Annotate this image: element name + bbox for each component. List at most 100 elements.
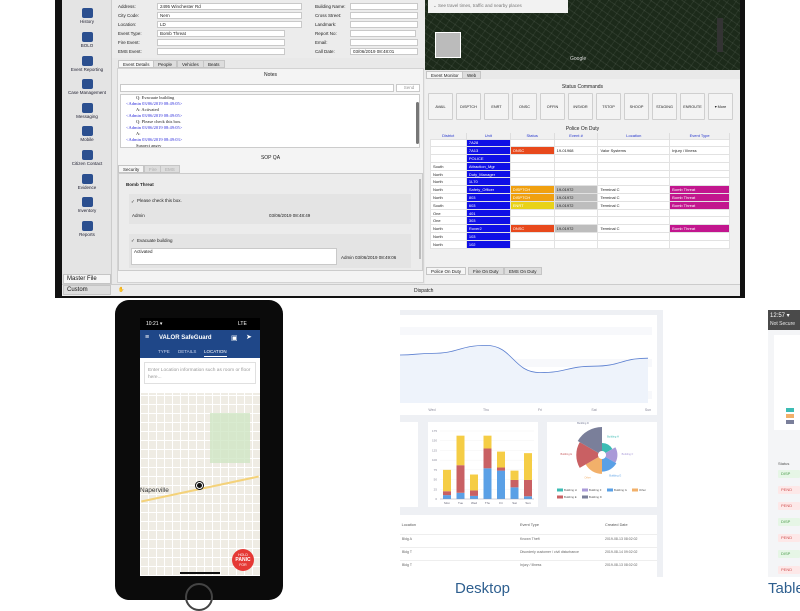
send-button[interactable]: Send bbox=[396, 84, 420, 92]
tab-event-monitor[interactable]: Event Monitor bbox=[426, 71, 464, 79]
phone-map[interactable]: Naperville HOLD PANIC FOR bbox=[140, 393, 260, 576]
field-cross-street[interactable] bbox=[350, 12, 418, 19]
sidebar-item-messaging[interactable]: Messaging bbox=[62, 103, 112, 119]
table-row[interactable]: 7A13 ONSC 19-01968 Valor Systems Injury / Il… bbox=[430, 146, 730, 156]
sop-answer[interactable]: Activated bbox=[131, 248, 337, 265]
sidebar-item-evidence[interactable]: Evidence bbox=[62, 174, 112, 190]
command-insvdr-button[interactable]: INSVDR bbox=[568, 93, 593, 120]
command-shoop-button[interactable]: SHOOP bbox=[624, 93, 649, 120]
map-zoom-controls[interactable] bbox=[717, 18, 723, 52]
column-header[interactable]: Status bbox=[510, 133, 555, 139]
panic-button[interactable]: HOLD PANIC FOR bbox=[232, 549, 254, 571]
sidebar-item-inventory[interactable]: Inventory bbox=[62, 197, 112, 213]
table-cell bbox=[669, 239, 730, 249]
command-enroute-button[interactable]: ENROUTE bbox=[680, 93, 705, 120]
camera-icon[interactable]: ▣ bbox=[231, 335, 238, 342]
map-search-box[interactable]: ⌄ See travel times, traffic and nearby p… bbox=[428, 0, 568, 13]
send-icon[interactable]: ➤ bbox=[246, 334, 252, 341]
sidebar-item-reports[interactable]: Reports bbox=[62, 221, 112, 237]
sidebar-item-mobile[interactable]: Mobile bbox=[62, 126, 112, 142]
sidebar-item-history[interactable]: History bbox=[62, 8, 112, 24]
field-location[interactable]: LD bbox=[157, 21, 302, 28]
field-call-date[interactable]: 03/06/2019 08:48:01 bbox=[350, 48, 418, 55]
table-row[interactable]: North 803 DISPTCH 19-01972 Terminal C Bomb Th… bbox=[430, 193, 730, 202]
y-tick-label: 175 bbox=[432, 429, 437, 433]
bar-segment bbox=[497, 451, 505, 468]
command-avail-button[interactable]: AVAIL bbox=[428, 93, 453, 120]
notes-scrollbar[interactable] bbox=[416, 102, 419, 144]
table-row[interactable]: One 401 bbox=[430, 208, 730, 218]
field-building-name[interactable] bbox=[350, 3, 418, 10]
home-button[interactable] bbox=[185, 583, 213, 611]
event-form: Address: 2495 Winchester Rd City Code: Nern… bbox=[112, 0, 425, 58]
tab-web[interactable]: Web bbox=[462, 71, 482, 79]
field-event-type[interactable]: Bomb Threat bbox=[157, 30, 285, 37]
map-view[interactable]: ⌄ See travel times, traffic and nearby p… bbox=[425, 0, 740, 70]
tab-fire-on-duty[interactable]: Fire On Duty bbox=[468, 267, 504, 275]
legend-swatch bbox=[582, 488, 588, 492]
column-header[interactable]: Event Type bbox=[520, 523, 539, 527]
table-cell: 2019-08-13 08:02:02 bbox=[605, 537, 638, 541]
table-row[interactable]: South Attraction_Mgr bbox=[430, 161, 730, 171]
sop-scrollbar[interactable] bbox=[419, 179, 421, 259]
table-row[interactable]: North 102 bbox=[430, 239, 730, 249]
location-input[interactable]: Enter Location information such as room … bbox=[144, 362, 256, 384]
tab-ems-on-duty[interactable]: EMS On Duty bbox=[504, 267, 542, 275]
tab-location[interactable]: LOCATION bbox=[204, 349, 227, 357]
column-header[interactable]: Unit bbox=[466, 133, 511, 139]
column-header[interactable]: Location bbox=[597, 133, 671, 139]
tab-vehicles[interactable]: Vehicles bbox=[177, 60, 204, 68]
column-header[interactable]: Location bbox=[401, 523, 416, 527]
field-ems-event[interactable] bbox=[157, 48, 285, 55]
column-header[interactable]: District bbox=[430, 133, 467, 139]
table-row[interactable]: North Rover2 ONSC 19-01972 Terminal C Bomb Th… bbox=[430, 224, 730, 234]
field-address[interactable]: 2495 Winchester Rd bbox=[157, 3, 302, 10]
checkmark-icon[interactable]: ✓ bbox=[131, 199, 135, 204]
sidebar-item-event-reporting[interactable]: Event Reporting bbox=[62, 56, 112, 72]
field-fire-event[interactable] bbox=[157, 39, 285, 46]
field-city-code[interactable]: Nern bbox=[157, 12, 302, 19]
table-row[interactable]: One 303 bbox=[430, 216, 730, 226]
tab-master-file[interactable]: Master File bbox=[63, 274, 111, 284]
command-offin-button[interactable]: OFFIN bbox=[540, 93, 565, 120]
column-header[interactable]: Created Date bbox=[605, 523, 628, 527]
checkmark-icon[interactable]: ✓ bbox=[131, 238, 135, 243]
command-onsc-button[interactable]: ONSC bbox=[512, 93, 537, 120]
bolo-icon bbox=[81, 32, 93, 42]
field-email[interactable] bbox=[350, 39, 418, 46]
command-staging-button[interactable]: STAGING bbox=[652, 93, 677, 120]
table-cell: Terminal C bbox=[597, 185, 671, 195]
note-input[interactable] bbox=[120, 84, 394, 92]
table-row[interactable]: North 103 bbox=[430, 232, 730, 241]
command-more-button[interactable]: ▾ More bbox=[708, 93, 733, 120]
table-cell: 2019-08-14 09:02:02 bbox=[605, 550, 638, 554]
command-enrt-button[interactable]: ENRT bbox=[484, 93, 509, 120]
tab-ems[interactable]: EMS bbox=[160, 165, 180, 173]
command-disptch-button[interactable]: DISPTCH bbox=[456, 93, 481, 120]
tab-custom[interactable]: Custom bbox=[63, 285, 111, 295]
tab-details[interactable]: DETAILS bbox=[178, 349, 197, 354]
tab-type[interactable]: TYPE bbox=[158, 349, 170, 354]
tab-event-details[interactable]: Event Details bbox=[118, 60, 155, 68]
map-layer-thumbnail[interactable] bbox=[435, 32, 461, 58]
tab-beats[interactable]: Beats bbox=[203, 60, 225, 68]
menu-icon[interactable]: ≡ bbox=[145, 334, 150, 341]
legend-swatch bbox=[786, 408, 794, 412]
column-header[interactable]: Event # bbox=[554, 133, 599, 139]
table-row[interactable]: North 1L70 bbox=[430, 177, 730, 187]
table-row[interactable]: North Duty_Manager bbox=[430, 169, 730, 179]
sidebar-item-bolo[interactable]: BOLO bbox=[62, 32, 112, 48]
command-tstop-button[interactable]: TSTOP bbox=[596, 93, 621, 120]
tab-police-on-duty[interactable]: Police On Duty bbox=[426, 267, 467, 275]
tab-people[interactable]: People bbox=[153, 60, 178, 68]
table-row[interactable]: North Safety_Officer DISPTCH 19-01972 Termin… bbox=[430, 185, 730, 195]
sidebar-item-case-management[interactable]: Case Management bbox=[62, 79, 112, 95]
tab-security[interactable]: Security bbox=[118, 165, 145, 173]
sidebar-item-citizen-contact[interactable]: Citizen Contact bbox=[62, 150, 112, 166]
table-row[interactable]: 7A28 bbox=[430, 138, 730, 148]
field-landmark[interactable] bbox=[350, 21, 418, 28]
table-row[interactable]: POLICE bbox=[430, 154, 730, 163]
field-report-no[interactable] bbox=[350, 30, 416, 37]
table-row[interactable]: South 603 ENRT 19-01972 Terminal C Bomb Threa… bbox=[430, 200, 730, 210]
column-header[interactable]: Event Type bbox=[669, 133, 730, 139]
